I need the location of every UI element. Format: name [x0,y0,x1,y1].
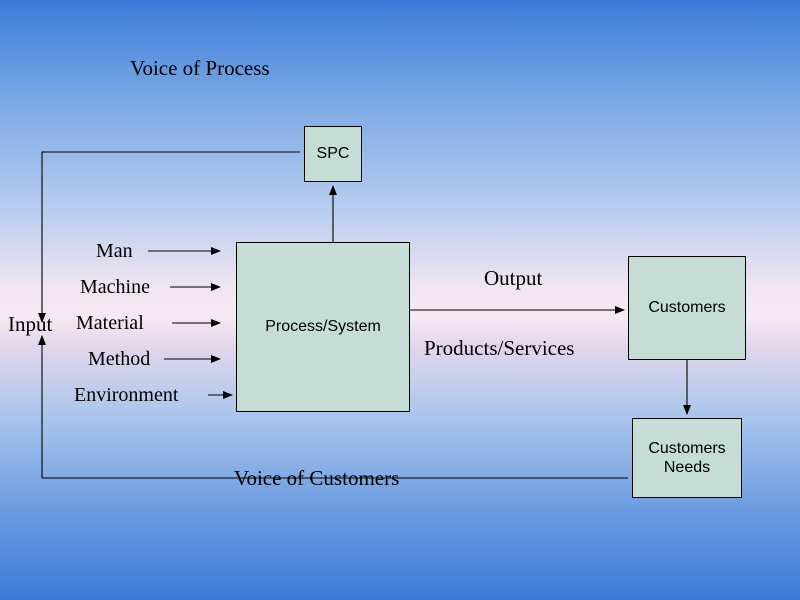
customers-needs-box: CustomersNeeds [632,418,742,498]
input-environment-label: Environment [74,384,178,407]
input-man-label: Man [96,240,133,263]
process-box: Process/System [236,242,410,412]
products-services-label: Products/Services [424,336,574,361]
customers-box: Customers [628,256,746,360]
customers-needs-label: CustomersNeeds [648,439,725,477]
input-machine-label: Machine [80,276,150,299]
output-label: Output [484,266,542,291]
customers-label: Customers [648,299,725,317]
spc-box: SPC [304,126,362,182]
voice-of-customers-label: Voice of Customers [234,466,399,491]
voice-of-process-label: Voice of Process [130,56,270,81]
input-method-label: Method [88,348,150,371]
input-label: Input [8,312,52,337]
spc-label: SPC [317,145,350,163]
input-material-label: Material [76,312,144,335]
process-label: Process/System [265,318,381,336]
